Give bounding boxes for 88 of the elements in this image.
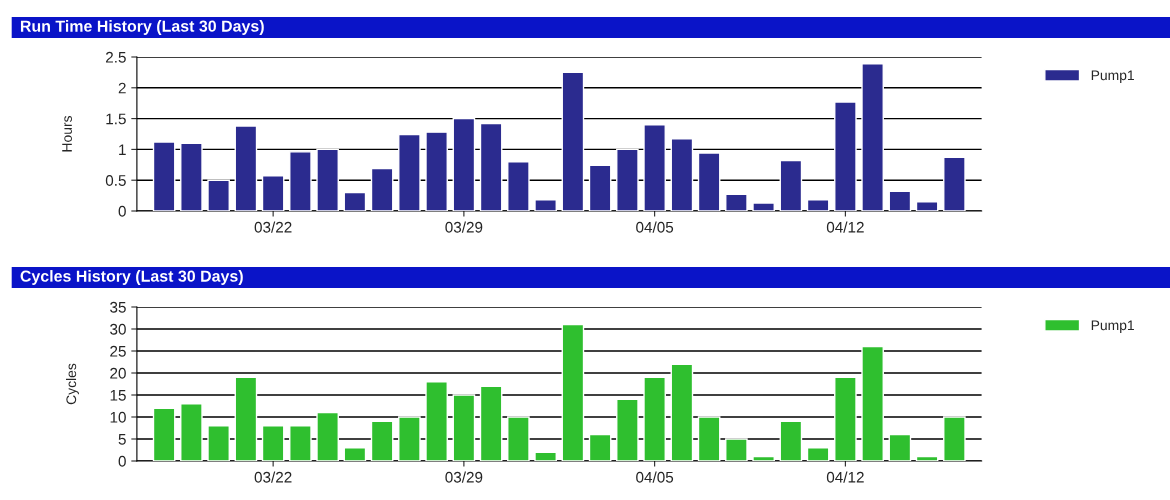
bar	[180, 403, 203, 461]
bar	[152, 141, 176, 211]
x-tick-label: 03/22	[254, 221, 292, 233]
bar	[915, 201, 939, 211]
bar	[452, 394, 476, 461]
x-tick-label: 04/05	[636, 221, 674, 233]
bar	[370, 167, 394, 211]
x-tick-label: 03/22	[254, 471, 292, 483]
bar	[234, 376, 258, 461]
bar	[507, 416, 530, 461]
bar	[779, 420, 803, 461]
legend-label: Pump1	[1091, 320, 1134, 333]
bar	[152, 407, 176, 461]
bar	[915, 455, 939, 461]
x-tick-label: 04/05	[636, 471, 674, 483]
bar	[289, 151, 312, 211]
bar	[261, 175, 285, 211]
bar	[534, 451, 557, 461]
y-tick-label: 2.5	[106, 51, 126, 63]
bar	[561, 71, 585, 211]
bar	[643, 124, 666, 211]
bar	[670, 363, 694, 461]
bar	[670, 138, 694, 211]
bar	[588, 164, 612, 211]
y-tick-label: 5	[118, 434, 126, 445]
x-tick-label: 03/29	[445, 221, 483, 233]
bar	[398, 133, 421, 211]
bar	[806, 199, 830, 211]
bar	[398, 416, 421, 461]
bar	[207, 179, 230, 211]
bar	[425, 381, 448, 461]
bar	[588, 433, 612, 461]
y-axis-title: Cycles	[65, 363, 79, 405]
bar	[943, 416, 966, 461]
bar	[370, 420, 394, 461]
chart-title: Run Time History (Last 30 Days)	[20, 20, 264, 35]
bar	[834, 376, 857, 461]
chart-title: Cycles History (Last 30 Days)	[20, 270, 243, 285]
bar	[725, 438, 748, 461]
bar	[479, 385, 503, 461]
bar	[479, 122, 503, 211]
y-tick-label: 35	[110, 301, 126, 313]
bar	[861, 345, 884, 461]
bar	[888, 433, 912, 461]
bar	[725, 193, 748, 211]
legend-label: Pump1	[1091, 70, 1134, 83]
bar	[834, 101, 857, 211]
bar	[343, 191, 367, 211]
y-axis-title: Hours	[62, 115, 72, 152]
bar	[180, 142, 203, 211]
bar	[779, 159, 803, 211]
bar	[316, 411, 339, 461]
bar	[452, 117, 476, 211]
x-tick-label: 04/12	[826, 471, 864, 483]
bar	[861, 63, 884, 211]
bar	[343, 447, 367, 461]
bar	[888, 190, 912, 211]
bar	[234, 125, 258, 211]
y-tick-label: 1.5	[106, 113, 126, 125]
y-tick-label: 15	[110, 390, 126, 401]
bar	[752, 455, 775, 461]
y-tick-label: 30	[110, 323, 126, 335]
bar	[207, 425, 230, 461]
bar	[643, 376, 666, 461]
y-tick-label: 0.5	[105, 175, 126, 186]
bar	[289, 425, 312, 461]
bar	[806, 447, 830, 461]
y-tick-label: 25	[110, 345, 126, 357]
y-tick-label: 1	[119, 144, 126, 155]
bar	[561, 323, 585, 461]
y-tick-label: 20	[110, 367, 126, 379]
y-tick-label: 2	[118, 82, 126, 94]
y-tick-label: 10	[110, 411, 126, 423]
y-tick-label: 0	[118, 205, 126, 217]
bar	[507, 161, 530, 211]
y-tick-label: 0	[118, 455, 126, 467]
bar	[943, 156, 966, 211]
bar	[752, 202, 775, 211]
x-tick-label: 03/29	[445, 471, 483, 483]
bar	[697, 416, 721, 461]
x-tick-label: 04/12	[826, 221, 864, 233]
bar	[316, 148, 339, 211]
bar	[616, 398, 639, 461]
bar	[616, 148, 639, 211]
bar	[697, 152, 721, 211]
bar	[261, 425, 285, 461]
bar	[425, 131, 448, 211]
bar	[534, 199, 557, 211]
